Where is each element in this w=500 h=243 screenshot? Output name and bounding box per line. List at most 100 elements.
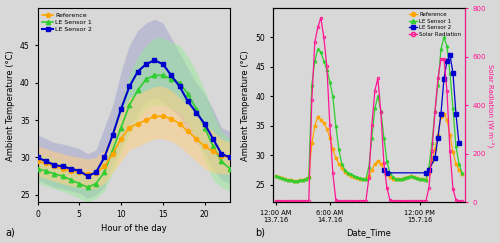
LE Sensor 2 xyxy=(453,113,459,115)
Legend: Reference, LE Sensor 1, LE Sensor 2, Solar Radiation: Reference, LE Sensor 1, LE Sensor 2, Sol… xyxy=(408,11,462,38)
LE Sensor 2 xyxy=(43,160,49,163)
Reference xyxy=(168,117,174,120)
LE Sensor 2 xyxy=(218,152,224,155)
LE Sensor 1 xyxy=(273,174,279,177)
Line: Reference: Reference xyxy=(274,113,463,182)
Solar Radiation xyxy=(405,200,411,202)
LE Sensor 2 xyxy=(384,171,390,174)
LE Sensor 1 xyxy=(160,74,166,77)
Text: a): a) xyxy=(5,228,15,238)
Reference xyxy=(135,122,141,125)
LE Sensor 1 xyxy=(218,160,224,163)
LE Sensor 1 xyxy=(126,104,132,107)
LE Sensor 2 xyxy=(51,164,57,166)
LE Sensor 2 xyxy=(68,167,74,170)
LE Sensor 2 xyxy=(118,107,124,110)
Reference xyxy=(327,136,333,139)
LE Sensor 2 xyxy=(435,136,441,139)
Reference xyxy=(60,167,66,170)
Reference xyxy=(76,171,82,174)
LE Sensor 1 xyxy=(441,36,447,39)
Solar Radiation xyxy=(363,200,369,202)
LE Sensor 2 xyxy=(176,85,182,88)
Reference xyxy=(194,137,200,140)
Reference xyxy=(441,113,447,115)
Reference xyxy=(333,157,339,160)
LE Sensor 1 xyxy=(135,89,141,92)
LE Sensor 2 xyxy=(441,77,447,80)
LE Sensor 1 xyxy=(327,80,333,83)
Reference xyxy=(273,174,279,177)
LE Sensor 1 xyxy=(226,167,232,170)
Y-axis label: Solar Radiation (W m⁻²): Solar Radiation (W m⁻²) xyxy=(487,63,494,147)
LE Sensor 2 xyxy=(447,54,453,57)
LE Sensor 2 xyxy=(135,70,141,73)
Reference xyxy=(102,165,107,168)
LE Sensor 2 xyxy=(152,59,158,62)
X-axis label: Hour of the day: Hour of the day xyxy=(100,225,166,234)
X-axis label: Date_Time: Date_Time xyxy=(346,228,392,237)
LE Sensor 2 xyxy=(210,137,216,140)
LE Sensor 2 xyxy=(93,171,99,174)
LE Sensor 2 xyxy=(160,63,166,66)
LE Sensor 2 xyxy=(381,168,387,171)
Reference xyxy=(202,145,207,148)
LE Sensor 2 xyxy=(110,134,116,137)
Solar Radiation xyxy=(273,200,279,202)
LE Sensor 2 xyxy=(450,71,456,74)
Line: Reference: Reference xyxy=(36,114,232,176)
LE Sensor 1 xyxy=(194,107,200,110)
Reference xyxy=(405,175,411,178)
LE Sensor 2 xyxy=(438,113,444,115)
LE Sensor 2 xyxy=(426,168,432,171)
Reference xyxy=(110,152,116,155)
Line: LE Sensor 2: LE Sensor 2 xyxy=(382,53,461,175)
Reference xyxy=(51,165,57,168)
LE Sensor 1 xyxy=(93,182,99,185)
LE Sensor 1 xyxy=(185,93,191,95)
LE Sensor 1 xyxy=(51,173,57,175)
Y-axis label: Ambient Temperature (°C): Ambient Temperature (°C) xyxy=(241,50,250,161)
LE Sensor 1 xyxy=(291,180,297,182)
Reference xyxy=(226,156,232,159)
LE Sensor 2 xyxy=(34,156,40,159)
Text: b): b) xyxy=(255,228,265,238)
LE Sensor 2 xyxy=(126,85,132,88)
Solar Radiation xyxy=(327,123,333,126)
LE Sensor 2 xyxy=(423,171,429,174)
LE Sensor 1 xyxy=(34,167,40,170)
LE Sensor 2 xyxy=(102,156,107,159)
Reference xyxy=(456,168,462,171)
LE Sensor 1 xyxy=(456,163,462,165)
LE Sensor 1 xyxy=(60,175,66,178)
Reference xyxy=(363,178,369,181)
LE Sensor 1 xyxy=(110,148,116,151)
Reference xyxy=(126,126,132,129)
LE Sensor 1 xyxy=(333,124,339,127)
LE Sensor 1 xyxy=(210,145,216,148)
Y-axis label: Ambient Temperature (°C): Ambient Temperature (°C) xyxy=(6,50,15,161)
Solar Radiation xyxy=(369,123,375,126)
Line: Solar Radiation: Solar Radiation xyxy=(274,17,463,202)
Solar Radiation xyxy=(318,16,324,19)
LE Sensor 2 xyxy=(226,156,232,159)
LE Sensor 2 xyxy=(143,63,149,66)
LE Sensor 1 xyxy=(202,126,207,129)
LE Sensor 1 xyxy=(76,182,82,185)
LE Sensor 2 xyxy=(168,74,174,77)
Reference xyxy=(143,119,149,122)
LE Sensor 2 xyxy=(194,111,200,114)
LE Sensor 2 xyxy=(185,100,191,103)
Reference xyxy=(68,169,74,172)
Line: LE Sensor 1: LE Sensor 1 xyxy=(274,36,463,182)
Reference xyxy=(218,155,224,157)
LE Sensor 2 xyxy=(456,142,462,145)
LE Sensor 2 xyxy=(202,122,207,125)
Reference xyxy=(291,180,297,182)
Reference xyxy=(160,115,166,118)
Solar Radiation xyxy=(333,198,339,201)
LE Sensor 1 xyxy=(102,171,107,174)
LE Sensor 1 xyxy=(143,78,149,80)
LE Sensor 1 xyxy=(118,126,124,129)
LE Sensor 1 xyxy=(405,175,411,178)
